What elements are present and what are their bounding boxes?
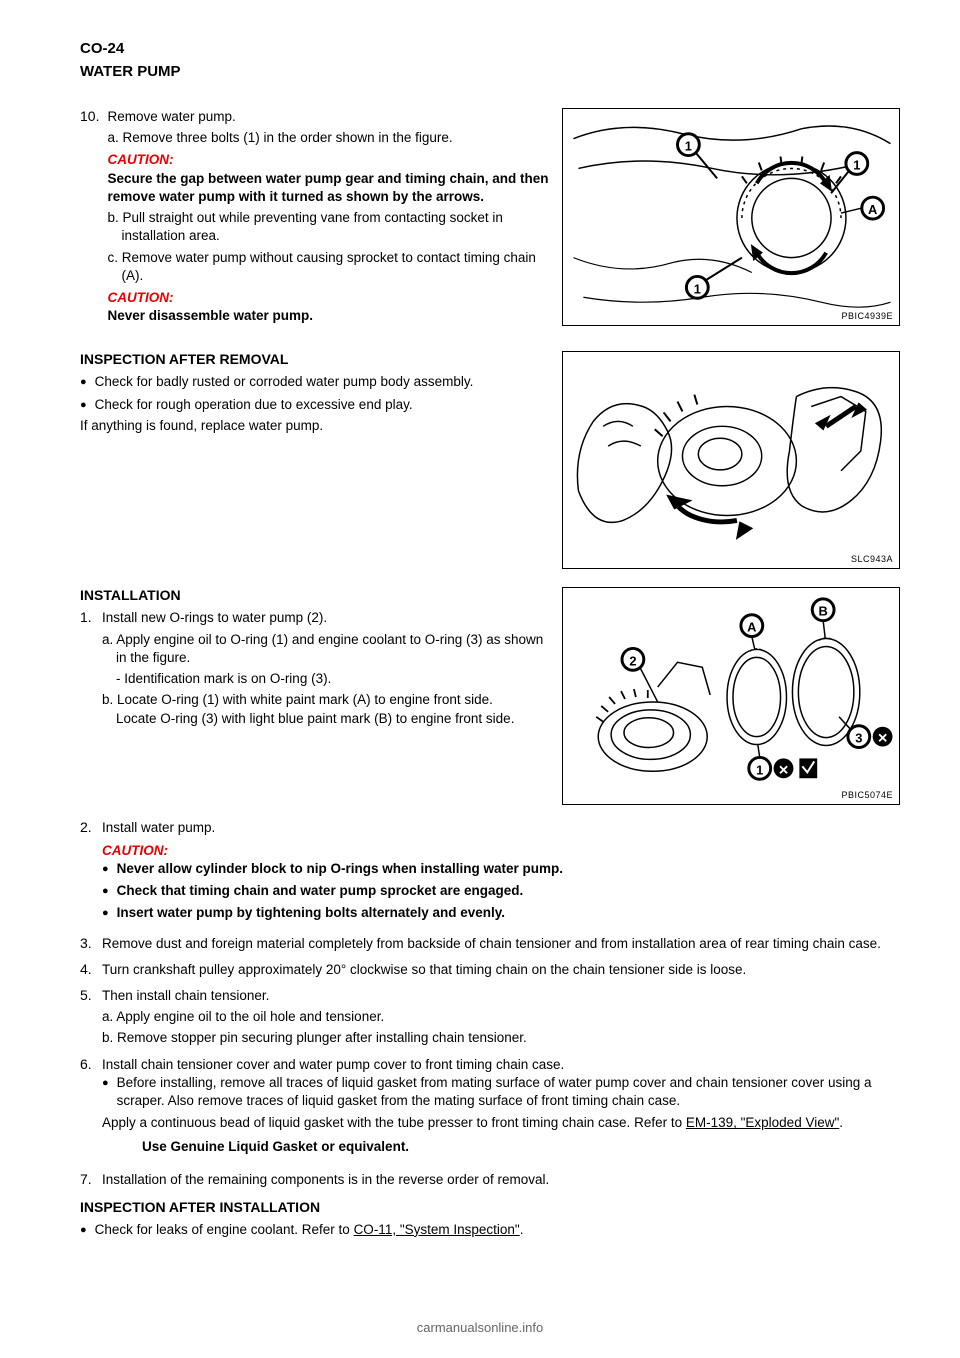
figure1-col: 1 1 1 A PBIC4939E xyxy=(562,108,900,333)
page-container: CO-24 WATER PUMP 10. Remove water pump. … xyxy=(0,0,960,1280)
install-sub-b1: b. Locate O-ring (1) with white paint ma… xyxy=(102,691,550,709)
caution-label-2: CAUTION: xyxy=(107,289,550,307)
figure1-label: PBIC4939E xyxy=(841,311,893,321)
svg-text:1: 1 xyxy=(685,139,692,154)
inspection-b2: Check for rough operation due to excessi… xyxy=(95,396,413,414)
block-inspection: INSPECTION AFTER REMOVAL ● Check for bad… xyxy=(80,351,900,569)
step5-n: 5. xyxy=(80,987,94,1048)
svg-text:3: 3 xyxy=(855,731,862,746)
svg-text:1: 1 xyxy=(756,763,763,778)
install-sub-b2: Locate O-ring (3) with light blue paint … xyxy=(102,710,550,728)
step7-n: 7. xyxy=(80,1171,94,1189)
svg-text:✕: ✕ xyxy=(877,731,888,746)
figure1-svg: 1 1 1 A xyxy=(563,109,899,325)
svg-text:A: A xyxy=(747,620,756,635)
step6-ref[interactable]: EM-139, "Exploded View" xyxy=(686,1115,839,1130)
step6-bullet: Before installing, remove all traces of … xyxy=(117,1074,900,1110)
post-heading: INSPECTION AFTER INSTALLATION xyxy=(80,1199,900,1215)
install-remaining: 2. Install water pump. CAUTION: ● Never a… xyxy=(80,819,900,1239)
caution-b1: Never allow cylinder block to nip O-ring… xyxy=(117,860,563,878)
caution-b2: Check that timing chain and water pump s… xyxy=(117,882,524,900)
bullet-mark: ● xyxy=(80,396,87,414)
step10-sub-b: b. Pull straight out while preventing va… xyxy=(107,209,550,245)
step5-a: a. Apply engine oil to the oil hole and … xyxy=(102,1008,900,1026)
install-sub-a: a. Apply engine oil to O-ring (1) and en… xyxy=(102,631,550,667)
step3-text: Remove dust and foreign material complet… xyxy=(102,936,881,951)
caution-text-1: Secure the gap between water pump gear a… xyxy=(107,170,550,206)
caution-b3: Insert water pump by tightening bolts al… xyxy=(117,904,505,922)
post-bullet: Check for leaks of engine coolant. Refer… xyxy=(95,1222,354,1237)
figure2-svg xyxy=(563,352,899,568)
step6-gasket: Use Genuine Liquid Gasket or equivalent. xyxy=(142,1138,900,1156)
post-text: Check for leaks of engine coolant. Refer… xyxy=(95,1221,524,1239)
caution-label-1: CAUTION: xyxy=(107,151,550,169)
install-step1-n: 1. xyxy=(80,609,94,727)
figure1: 1 1 1 A PBIC4939E xyxy=(562,108,900,326)
figure3: A B 2 1 ✕ xyxy=(562,587,900,805)
svg-text:2: 2 xyxy=(629,654,636,669)
step4-text: Turn crankshaft pulley approximately 20°… xyxy=(102,962,746,977)
inspection-heading: INSPECTION AFTER REMOVAL xyxy=(80,351,550,367)
inspection-text: INSPECTION AFTER REMOVAL ● Check for bad… xyxy=(80,351,550,569)
install-text-col: INSTALLATION 1. Install new O-rings to w… xyxy=(80,587,550,805)
caution-text-2: Never disassemble water pump. xyxy=(107,307,550,325)
block-step10: 10. Remove water pump. a. Remove three b… xyxy=(80,108,900,333)
figure3-col: A B 2 1 ✕ xyxy=(562,587,900,805)
block-install: INSTALLATION 1. Install new O-rings to w… xyxy=(80,587,900,805)
step2-text: Install water pump. xyxy=(102,820,215,835)
install-dash: Identification mark is on O-ring (3). xyxy=(124,671,331,686)
step5-b: b. Remove stopper pin securing plunger a… xyxy=(102,1029,900,1047)
install-step1-text: Install new O-rings to water pump (2). xyxy=(102,610,327,625)
svg-text:✕: ✕ xyxy=(778,763,789,778)
figure2-label: SLC943A xyxy=(851,554,893,564)
page-number: CO-24 xyxy=(80,40,900,57)
step7-text: Installation of the remaining components… xyxy=(102,1172,549,1187)
svg-text:1: 1 xyxy=(694,281,701,296)
figure3-svg: A B 2 1 ✕ xyxy=(563,588,899,804)
figure3-label: PBIC5074E xyxy=(841,790,893,800)
step10-main: Remove water pump. xyxy=(107,109,235,124)
step10-sub-a: a. Remove three bolts (1) in the order s… xyxy=(107,129,550,147)
bullet-mark: ● xyxy=(80,1221,87,1239)
page-title: WATER PUMP xyxy=(80,63,900,80)
inspection-b1: Check for badly rusted or corroded water… xyxy=(95,373,474,391)
step6-end: . xyxy=(839,1115,843,1130)
figure2: SLC943A xyxy=(562,351,900,569)
step5-text: Then install chain tensioner. xyxy=(102,988,269,1003)
post-end: . xyxy=(520,1222,524,1237)
step6-text: Install chain tensioner cover and water … xyxy=(102,1057,564,1072)
step10-number: 10. xyxy=(80,108,99,325)
step6-sub: Apply a continuous bead of liquid gasket… xyxy=(102,1115,686,1130)
install-heading: INSTALLATION xyxy=(80,587,550,603)
step10-sub-c: c. Remove water pump without causing spr… xyxy=(107,249,550,285)
step2-n: 2. xyxy=(80,819,94,926)
svg-text:B: B xyxy=(818,604,827,619)
figure2-col: SLC943A xyxy=(562,351,900,569)
svg-text:1: 1 xyxy=(853,157,860,172)
post-ref[interactable]: CO-11, "System Inspection" xyxy=(354,1222,520,1237)
step6-n: 6. xyxy=(80,1056,94,1163)
svg-text:A: A xyxy=(868,202,877,217)
step3-n: 3. xyxy=(80,935,94,953)
inspection-note: If anything is found, replace water pump… xyxy=(80,418,550,433)
step10-text: 10. Remove water pump. a. Remove three b… xyxy=(80,108,550,333)
bullet-mark: ● xyxy=(80,373,87,391)
caution-label-3: CAUTION: xyxy=(102,842,900,860)
step4-n: 4. xyxy=(80,961,94,979)
footer-watermark: carmanualsonline.info xyxy=(0,1320,960,1335)
